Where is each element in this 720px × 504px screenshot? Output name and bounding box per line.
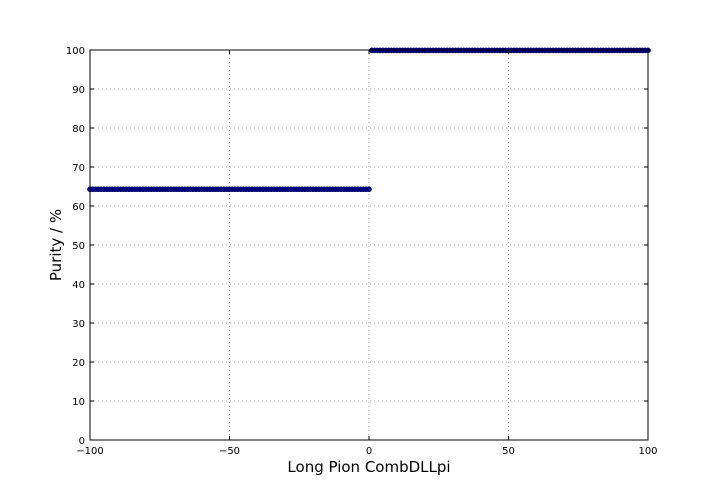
- y-tick-label: 30: [72, 319, 85, 330]
- x-tick-label: −50: [219, 446, 240, 457]
- grid-lines: [89, 49, 649, 441]
- x-tick-label: 0: [366, 446, 372, 457]
- y-tick-label: 60: [72, 202, 85, 213]
- x-tick-label: 50: [502, 446, 515, 457]
- data-points: [87, 47, 651, 193]
- axis-ticks: −100 −50 0 50 100 0 10 20 30 40 50 60 70 80 90 100: [66, 46, 658, 457]
- y-tick-label: 80: [72, 124, 85, 135]
- y-axis-label: Purity / %: [47, 209, 65, 281]
- data-point: [366, 186, 372, 193]
- x-tick-label: −100: [76, 446, 103, 457]
- plot-frame: [89, 49, 649, 441]
- x-tick-label: 100: [638, 446, 657, 457]
- y-tick-label: 40: [72, 280, 85, 291]
- y-tick-label: 50: [72, 241, 85, 252]
- y-tick-label: 90: [72, 85, 85, 96]
- y-tick-label: 100: [66, 46, 85, 57]
- y-tick-label: 20: [72, 358, 85, 369]
- x-axis-label: Long Pion CombDLLpi: [287, 458, 450, 476]
- y-tick-label: 0: [79, 436, 85, 447]
- y-tick-label: 10: [72, 397, 85, 408]
- y-tick-label: 70: [72, 163, 85, 174]
